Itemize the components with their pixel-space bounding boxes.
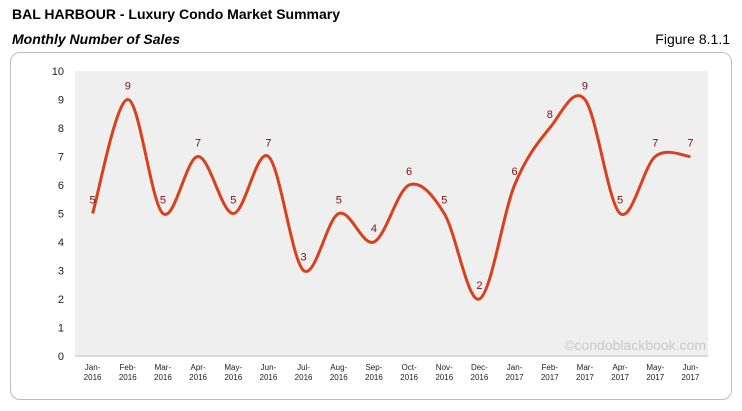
x-tick-label: Mar- 2016 <box>154 363 172 382</box>
data-label: 2 <box>476 280 482 292</box>
data-label: 5 <box>617 195 623 207</box>
data-label: 6 <box>512 166 518 178</box>
x-tick-label: Apr- 2017 <box>611 363 629 382</box>
y-tick-label: 0 <box>58 351 64 363</box>
y-tick-label: 7 <box>58 152 64 164</box>
figure-label: Figure 8.1.1 <box>655 31 730 47</box>
x-tick-label: May- 2016 <box>224 363 243 382</box>
y-tick-label: 10 <box>52 66 64 78</box>
chart-subtitle: Monthly Number of Sales <box>12 31 181 47</box>
x-tick-label: Jun- 2017 <box>681 363 700 382</box>
data-label: 5 <box>336 195 342 207</box>
x-tick-label: Dec- 2016 <box>470 363 489 382</box>
data-label: 5 <box>160 195 166 207</box>
data-label: 8 <box>547 109 553 121</box>
y-tick-label: 9 <box>58 95 64 107</box>
x-tick-label: Jun- 2016 <box>259 363 278 382</box>
watermark: ©condoblackbook.com <box>564 337 706 353</box>
x-tick-label: Mar- 2017 <box>576 363 594 382</box>
y-tick-label: 8 <box>58 123 64 135</box>
x-tick-label: Nov- 2016 <box>435 363 454 382</box>
x-tick-label: Oct- 2016 <box>400 363 418 382</box>
x-tick-label: Feb- 2017 <box>540 363 559 382</box>
x-tick-label: Sep- 2016 <box>365 363 383 382</box>
page-title: BAL HARBOUR - Luxury Condo Market Summar… <box>12 6 341 22</box>
data-label: 7 <box>265 138 271 150</box>
data-label: 7 <box>687 138 693 150</box>
data-label: 3 <box>301 252 307 264</box>
chart-frame <box>10 52 732 400</box>
data-label: 7 <box>652 138 658 150</box>
x-tick-label: Jan- 2016 <box>83 363 102 382</box>
x-tick-label: Apr- 2016 <box>189 363 207 382</box>
data-label: 9 <box>582 81 588 93</box>
y-tick-label: 3 <box>58 266 64 278</box>
y-tick-label: 1 <box>58 323 64 335</box>
data-label: 5 <box>90 195 96 207</box>
series-line <box>91 94 691 301</box>
data-label: 5 <box>441 195 447 207</box>
data-label: 6 <box>406 166 412 178</box>
x-tick-label: Jul- 2016 <box>294 363 313 382</box>
data-label: 9 <box>125 81 131 93</box>
y-tick-label: 6 <box>58 180 64 192</box>
x-tick-label: Aug- 2016 <box>329 363 348 382</box>
y-tick-label: 5 <box>58 209 64 221</box>
data-label: 4 <box>371 223 377 235</box>
x-tick-label: Feb- 2016 <box>118 363 137 382</box>
data-label: 7 <box>195 138 201 150</box>
y-tick-label: 2 <box>58 294 64 306</box>
x-tick-label: May- 2017 <box>646 363 665 382</box>
x-tick-label: Jan- 2017 <box>505 363 524 382</box>
data-label: 5 <box>230 195 236 207</box>
y-tick-label: 4 <box>58 237 64 249</box>
